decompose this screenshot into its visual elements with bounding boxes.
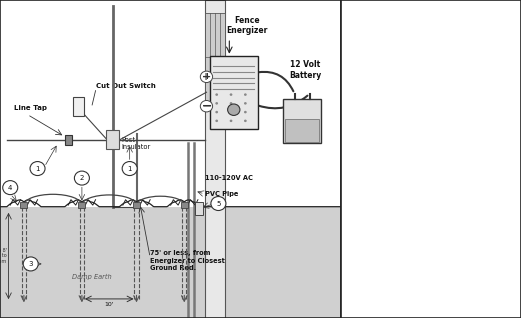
Text: 1.: 1. [350,38,358,47]
Circle shape [215,120,218,122]
Text: Cut Out Switch: Cut Out Switch [95,83,155,89]
Circle shape [215,102,218,105]
Text: 10': 10' [104,302,114,307]
Text: 3.: 3. [350,118,358,127]
Bar [205,0,225,318]
Circle shape [200,71,213,83]
Circle shape [200,100,213,112]
Text: Power supply –
use power supply
specified by label
on energizer only: Power supply – use power supply specifie… [372,194,446,237]
Bar [283,99,321,143]
Text: Ground rods MUST
be 25 feet minimum
from building
foundation: Ground rods MUST be 25 feet minimum from… [372,264,457,307]
Circle shape [230,111,232,113]
Circle shape [230,93,232,96]
Text: Galvanized fence
wire: Galvanized fence wire [372,76,445,97]
Circle shape [244,93,247,96]
Text: 75' or less, from
Energizer to Closest
Ground Rod.: 75' or less, from Energizer to Closest G… [150,250,225,271]
Bar [20,202,27,208]
Text: Insulated hook-up
wire (20,000V): Insulated hook-up wire (20,000V) [372,38,448,59]
Text: +: + [203,72,210,81]
Text: 3: 3 [29,261,33,267]
Bar [73,97,83,116]
Text: 2: 2 [80,175,84,181]
Bar [106,130,119,149]
Circle shape [211,197,226,211]
Circle shape [122,162,137,176]
Circle shape [230,120,232,122]
Text: PVC Pipe: PVC Pipe [205,191,238,197]
Bar [79,202,85,208]
Text: −: − [202,101,211,111]
Text: 2.: 2. [350,76,358,85]
Text: 12 Volt
Battery: 12 Volt Battery [289,60,321,80]
Circle shape [230,102,232,105]
Text: 4' to 8'
Top to
Bottom: 4' to 8' Top to Bottom [0,248,7,264]
Circle shape [30,162,45,176]
Circle shape [228,104,240,115]
Text: 4.: 4. [350,169,358,177]
Text: 1: 1 [128,166,132,171]
Text: 5: 5 [216,201,220,206]
Text: Diagram 2: Diagram 2 [402,11,460,20]
Text: 4: 4 [8,185,13,190]
Text: Fence
Energizer: Fence Energizer [227,16,268,35]
Bar [194,202,203,215]
Circle shape [23,257,38,271]
Text: 4 foot galvanized
ground rod, 1/2 inch
diameter or more.: 4 foot galvanized ground rod, 1/2 inch d… [372,118,457,149]
Bar [205,13,225,102]
Text: −: − [201,100,212,113]
Text: 6.: 6. [350,264,358,273]
Text: 5.: 5. [350,194,358,203]
Bar [65,135,72,145]
Text: +: + [202,72,210,82]
Text: Damp Earth: Damp Earth [72,273,112,280]
FancyBboxPatch shape [210,56,258,129]
Circle shape [244,111,247,113]
Circle shape [244,120,247,122]
Bar [181,202,188,208]
Circle shape [244,102,247,105]
Circle shape [75,171,90,185]
Circle shape [215,111,218,113]
Text: 1: 1 [35,166,40,171]
Text: Line Tap: Line Tap [14,105,47,111]
Text: Ground clamps: Ground clamps [372,169,436,177]
Circle shape [215,93,218,96]
Bar [0,207,341,318]
Bar [133,202,140,208]
Circle shape [3,181,18,195]
Bar [285,119,319,142]
Text: 110-120V AC: 110-120V AC [205,175,253,181]
Text: Post
Insulator: Post Insulator [121,137,151,149]
